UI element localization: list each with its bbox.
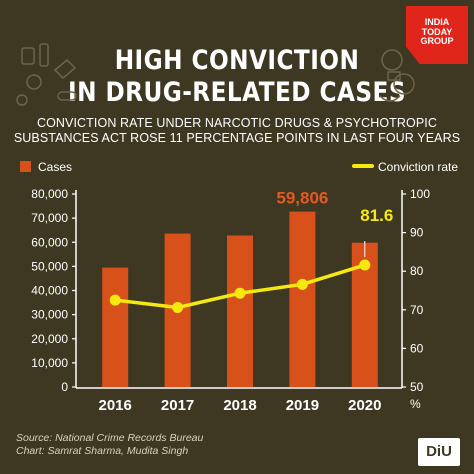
india-today-group-logo: INDIA TODAY GROUP [406,6,468,64]
logo-line-1: INDIA [424,17,450,27]
legend-label-cases: Cases [38,160,72,174]
x-tick-label-2019: 2019 [286,397,319,414]
right-tick-label-60: 60 [410,341,424,355]
logo-line-3: GROUP [420,36,454,46]
conviction-rate-point-2019 [296,278,308,290]
bar-2016 [102,267,129,387]
data-label-cases-2019: 59,806 [276,189,328,208]
headline-line-2: IN DRUG-RELATED CASES [68,77,406,108]
right-tick-label-90: 90 [410,226,424,240]
right-axis-unit: % [410,397,421,411]
left-tick-label-10,000: 10,000 [31,356,68,370]
bar-2018 [227,235,253,387]
x-tick-label-2016: 2016 [99,397,132,414]
left-tick-label-40,000: 40,000 [31,284,68,298]
source-line-2: Chart: Samrat Sharma, Mudita Singh [16,445,189,457]
right-tick-label-100: 100 [410,187,430,201]
conviction-rate-point-2016 [109,294,121,306]
conviction-rate-point-2017 [172,301,184,313]
left-tick-label-80,000: 80,000 [31,187,68,201]
left-tick-label-30,000: 30,000 [31,308,68,322]
conviction-rate-point-2020 [359,259,371,271]
left-tick-label-50,000: 50,000 [31,259,68,273]
headline-line-1: HIGH CONVICTION [114,45,360,76]
legend-swatch-cases [20,161,31,172]
conviction-rate-point-2018 [234,287,246,299]
diu-badge: DiU [418,438,460,466]
left-tick-label-70,000: 70,000 [31,211,68,225]
right-tick-label-80: 80 [410,264,424,278]
x-tick-label-2020: 2020 [348,397,381,414]
left-tick-label-20,000: 20,000 [31,332,68,346]
right-tick-label-50: 50 [410,380,424,394]
data-label-conviction-2020: 81.6 [360,206,393,225]
legend-label-conviction-rate: Conviction rate [378,160,458,174]
x-tick-label-2018: 2018 [223,397,256,414]
drug-doodles-decoration [16,43,415,106]
subtitle-line-2: SUBSTANCES ACT ROSE 11 PERCENTAGE POINTS… [13,131,461,145]
source-line-1: Source: National Crime Records Bureau [16,432,204,444]
left-tick-label-60,000: 60,000 [31,235,68,249]
logo-line-2: TODAY [421,26,453,37]
x-tick-label-2017: 2017 [161,397,194,414]
bar-2019 [289,211,316,387]
right-tick-label-70: 70 [410,303,424,317]
left-tick-label-0: 0 [61,380,68,394]
subtitle-line-1: CONVICTION RATE UNDER NARCOTIC DRUGS & P… [36,116,438,130]
